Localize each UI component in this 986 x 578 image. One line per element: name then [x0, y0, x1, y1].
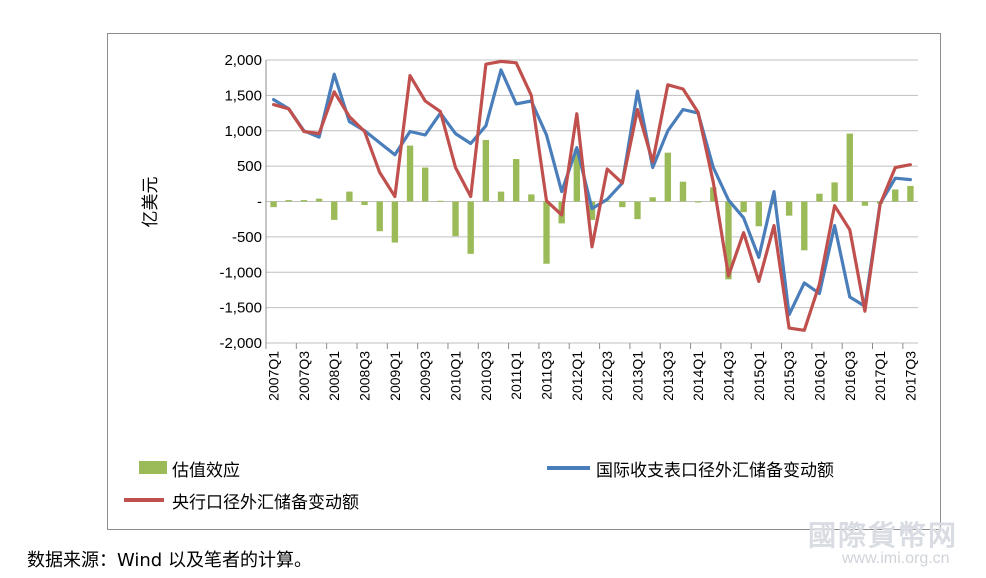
watermark-logo-text: 國際貨幣网	[808, 519, 959, 552]
grid-layer	[266, 59, 918, 344]
x-tick-label: 2007Q3	[296, 351, 312, 401]
bar-valuation	[588, 201, 596, 220]
bar-valuation	[634, 201, 641, 220]
bar-valuation	[831, 182, 838, 202]
x-tick-label: 2015Q1	[751, 351, 767, 401]
x-tick-label: 2013Q3	[660, 351, 676, 401]
x-tick-label: 2011Q1	[508, 351, 524, 400]
bar-valuation	[361, 201, 368, 206]
x-tick-label: 2017Q3	[902, 351, 918, 401]
bar-valuation	[497, 191, 505, 202]
x-tick-label: 2008Q3	[357, 351, 373, 401]
y-tick-label: -1,500	[219, 300, 262, 317]
bar-valuation	[740, 201, 747, 213]
bar-valuation	[406, 145, 414, 202]
bar-valuation	[785, 201, 793, 216]
watermark: 國際貨幣网 www.imi.org.cn	[808, 514, 980, 572]
bar-layer	[270, 133, 914, 280]
legend-label-valuation: 估值效应	[172, 461, 240, 481]
x-tick-label: 2016Q3	[842, 351, 858, 401]
x-tick-label: 2014Q3	[721, 351, 737, 401]
bar-valuation	[300, 200, 308, 202]
source-note: 数据来源：Wind 以及笔者的计算。	[27, 550, 312, 571]
bar-valuation	[710, 187, 717, 202]
y-tick-label: 1,500	[224, 87, 262, 104]
bar-valuation	[315, 198, 323, 202]
legend-swatch-valuation	[139, 461, 167, 474]
x-tick-label: 2016Q1	[811, 351, 827, 401]
bar-valuation	[452, 201, 459, 237]
x-tick-label: 2008Q1	[326, 351, 342, 401]
line-pboc-reserves	[272, 59, 913, 332]
bar-valuation	[391, 201, 399, 243]
bar-valuation	[482, 139, 490, 202]
line-layer	[272, 59, 913, 332]
x-tick-label: 2009Q3	[417, 351, 433, 401]
y-tick-label: -500	[232, 229, 262, 246]
x-tick-label: 2007Q1	[266, 351, 282, 401]
y-tick-label: -1,000	[219, 264, 262, 281]
bar-valuation	[467, 201, 474, 254]
bar-valuation	[528, 194, 535, 202]
legend-label-pboc-reserves: 央行口径外汇储备变动额	[172, 493, 359, 513]
axis-layer: 2,000 1,500 1,000 500 - -500 -1,000 -1,500 -2,00…	[219, 52, 918, 401]
bar-valuation	[331, 201, 338, 220]
x-tick-label: 2013Q1	[630, 351, 646, 401]
legend-label-bop-reserves: 国际收支表口径外汇储备变动额	[596, 461, 834, 481]
bar-valuation	[907, 185, 914, 202]
bar-valuation	[422, 167, 429, 202]
bar-valuation	[270, 201, 277, 208]
watermark-url: www.imi.org.cn	[842, 550, 950, 567]
bar-valuation	[861, 201, 869, 206]
bar-valuation	[892, 189, 899, 202]
bar-valuation	[437, 200, 444, 202]
x-tick-label: 2009Q1	[387, 351, 403, 401]
y-tick-label: 2,000	[224, 52, 262, 69]
x-tick-label: 2010Q3	[478, 351, 494, 401]
x-tick-label: 2010Q1	[448, 351, 464, 401]
x-tick-label: 2011Q3	[539, 351, 555, 400]
y-tick-label: -2,000	[219, 335, 262, 352]
y-tick-label: 1,000	[224, 123, 262, 140]
bar-valuation	[725, 201, 732, 280]
y-tick-label: 500	[237, 158, 262, 175]
bar-valuation	[619, 201, 626, 208]
bar-valuation	[649, 197, 656, 202]
bar-valuation	[846, 133, 853, 202]
x-tick-label: 2015Q3	[781, 351, 797, 401]
bar-valuation	[679, 181, 687, 202]
chart-frame	[107, 33, 941, 530]
bar-valuation	[573, 149, 581, 202]
x-tick-label: 2014Q1	[690, 351, 706, 401]
bar-valuation	[376, 201, 383, 232]
y-tick-label: -	[257, 194, 262, 211]
x-tick-label: 2012Q1	[569, 351, 585, 401]
bar-valuation	[543, 201, 550, 264]
bar-valuation	[694, 201, 702, 203]
line-bop-reserves	[272, 68, 913, 317]
bar-valuation	[346, 191, 353, 202]
y-axis-label: 亿美元	[141, 177, 161, 228]
bar-valuation	[513, 159, 520, 202]
bar-valuation	[755, 201, 762, 227]
bar-valuation	[816, 193, 823, 202]
bar-valuation	[801, 201, 808, 251]
x-tick-label: 2017Q1	[872, 351, 888, 401]
bar-valuation	[664, 152, 671, 202]
bar-valuation	[285, 200, 292, 202]
x-tick-label: 2012Q3	[599, 351, 615, 401]
